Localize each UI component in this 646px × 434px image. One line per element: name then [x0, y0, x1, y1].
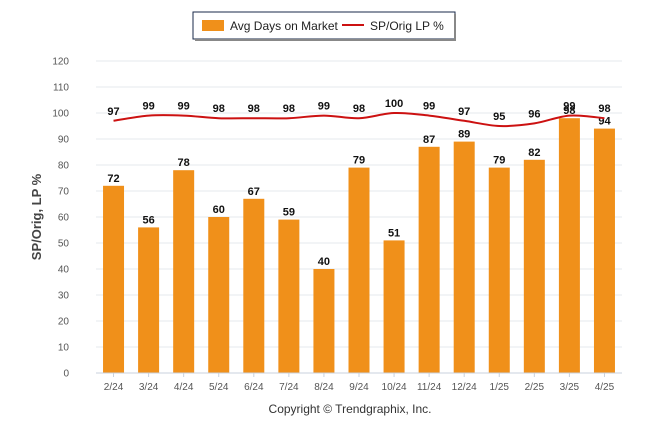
bar [383, 240, 405, 373]
bar [593, 128, 615, 373]
bar [453, 141, 475, 373]
bar-value-label: 89 [458, 129, 470, 141]
y-axis-ticks: 0 10 20 30 40 50 60 70 80 90 100 110 120 [52, 57, 69, 380]
bar-value-label: 40 [318, 256, 330, 268]
bar-value-label: 59 [283, 207, 295, 219]
y-tick-label: 100 [52, 109, 69, 120]
legend-swatch-days [202, 20, 224, 31]
line-value-label: 98 [248, 103, 260, 115]
line-value-label: 100 [385, 98, 403, 110]
bar [103, 185, 125, 373]
x-tick-label: 8/24 [314, 382, 334, 393]
y-tick-label: 110 [53, 83, 69, 94]
bar-value-label: 72 [107, 173, 119, 185]
y-tick-label: 40 [58, 265, 70, 276]
bar [243, 198, 265, 373]
bar [488, 167, 510, 373]
legend-box [192, 11, 456, 40]
bar-value-label: 60 [213, 204, 225, 216]
y-tick-label: 80 [58, 161, 70, 172]
x-tick-label: 10/24 [382, 382, 407, 393]
legend-label-sp: SP/Orig LP % [370, 19, 444, 33]
line-value-label: 99 [318, 101, 330, 113]
line-value-label: 99 [178, 101, 190, 113]
x-tick-label: 12/24 [452, 382, 477, 393]
y-tick-label: 70 [58, 187, 70, 198]
y-tick-label: 60 [58, 213, 70, 224]
bar-value-label: 87 [423, 134, 435, 146]
line-value-label: 96 [528, 108, 540, 120]
line-value-label: 98 [598, 103, 610, 115]
line-value-label: 98 [283, 103, 295, 115]
line-value-label: 97 [458, 106, 470, 118]
bar-value-label: 79 [493, 155, 505, 167]
x-tick-label: 1/25 [490, 382, 510, 393]
legend-label-days: Avg Days on Market [230, 19, 338, 33]
x-tick-label: 2/25 [525, 382, 545, 393]
x-tick-label: 3/25 [560, 382, 580, 393]
y-tick-label: 0 [63, 369, 69, 380]
y-tick-label: 20 [58, 317, 70, 328]
bar-value-label: 79 [353, 155, 365, 167]
line-value-label: 99 [563, 101, 575, 113]
bar [278, 219, 300, 373]
line-value-label: 95 [493, 111, 505, 123]
copyright-text: Copyright © Trendgraphix, Inc. [269, 402, 432, 416]
bar [208, 217, 230, 373]
x-tick-label: 3/24 [139, 382, 159, 393]
y-tick-label: 120 [52, 57, 69, 68]
bar [348, 167, 370, 373]
series-line-sp-orig-lp [113, 111, 605, 128]
line-value-label: 97 [107, 106, 119, 118]
y-axis-label: SP/Orig, LP % [29, 173, 44, 260]
y-tick-label: 30 [58, 291, 70, 302]
x-tick-label: 2/24 [104, 382, 124, 393]
bar-value-label: 51 [388, 227, 400, 239]
bar [523, 159, 545, 373]
line-value-label: 99 [142, 101, 154, 113]
bars [103, 118, 615, 373]
bar-value-label: 78 [178, 157, 190, 169]
x-tick-label: 9/24 [349, 382, 369, 393]
line-value-label: 98 [353, 103, 365, 115]
bar-value-label: 56 [142, 214, 154, 226]
bar-value-label: 82 [528, 147, 540, 159]
line-value-label: 98 [213, 103, 225, 115]
bar [418, 146, 440, 373]
x-tick-label: 4/24 [174, 382, 194, 393]
bar [313, 269, 335, 373]
line-value-label: 99 [423, 101, 435, 113]
x-tick-label: 5/24 [209, 382, 229, 393]
bar [558, 118, 580, 373]
y-tick-label: 10 [58, 343, 70, 354]
y-tick-label: 90 [58, 135, 70, 146]
bar-value-label: 67 [248, 186, 260, 198]
bar [138, 227, 160, 373]
bar [173, 170, 195, 373]
x-tick-label: 6/24 [244, 382, 264, 393]
x-tick-label: 11/24 [417, 382, 442, 393]
bar-value-label: 98 [563, 105, 575, 117]
y-tick-label: 50 [58, 239, 70, 250]
legend: Avg Days on Market SP/Orig LP % [192, 11, 456, 41]
x-axis-ticks: 2/24 3/24 4/24 5/24 6/24 7/24 8/24 9/24 10/24 11/… [104, 373, 615, 393]
x-tick-label: 4/25 [595, 382, 615, 393]
x-tick-label: 7/24 [279, 382, 299, 393]
